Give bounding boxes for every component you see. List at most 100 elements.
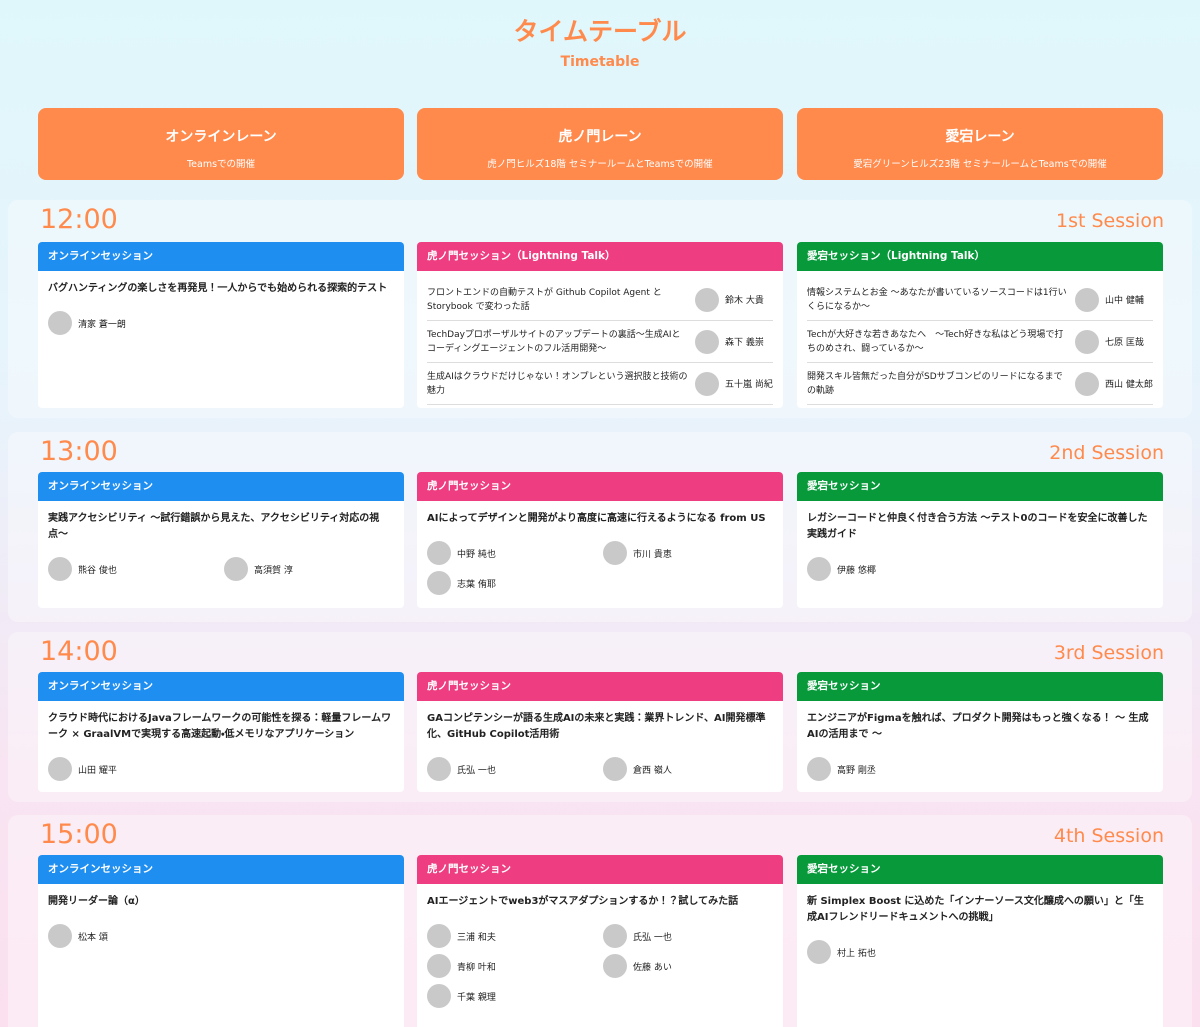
speaker-list: 三浦 和夫 氏弘 一也青柳 叶和 佐藤 あい千葉 親理: [417, 910, 783, 1008]
speaker: 三浦 和夫: [427, 924, 603, 948]
speaker: 七原 匡哉: [1075, 329, 1144, 354]
speaker-name: 七原 匡哉: [1105, 338, 1144, 348]
speaker: 伊藤 悠椰: [807, 557, 983, 581]
card-header: オンラインセッション: [38, 472, 404, 501]
session-card: オンラインセッション 開発リーダー論（α） 松本 頌: [38, 855, 404, 1027]
lane-name: オンラインレーン: [165, 129, 277, 145]
session-card: 愛宕セッション新 Simplex Boost に込めた「インナーソース文化醸成へ…: [797, 855, 1163, 1027]
avatar: [1075, 287, 1099, 312]
speaker: 氏弘 一也: [603, 924, 779, 948]
speaker: 倉西 嶺人: [603, 757, 779, 781]
speaker: 市川 貴恵: [603, 541, 779, 565]
speaker: 村上 拓也: [807, 940, 983, 964]
speaker-list: 伊藤 悠椰: [797, 543, 1163, 581]
speaker: 松本 頌: [48, 924, 224, 948]
talk-row: フロントエンドの自動テストが Github Copilot Agent と St…: [427, 279, 773, 321]
speaker: 佐藤 あい: [603, 954, 779, 978]
talk-title: 開発リーダー論（α）: [48, 896, 145, 907]
talk-title: レガシーコードと仲良く付き合う方法 〜テスト0のコードを安全に改善した実践ガイド: [807, 513, 1148, 540]
speaker-name: 村上 拓也: [837, 948, 876, 959]
card-header: 虎ノ門セッション: [417, 855, 783, 884]
session-card: オンラインセッション バグハンティングの楽しさを再発見！一人からでも始められる探索…: [38, 242, 404, 408]
avatar: [427, 924, 451, 948]
speaker-list: 中野 純也 市川 貴恵 志葉 侑耶: [417, 527, 783, 595]
avatar: [603, 757, 627, 781]
avatar: [603, 924, 627, 948]
card-header: オンラインセッション: [38, 242, 404, 271]
card-header: 虎ノ門セッション: [417, 472, 783, 501]
speaker-name: 伊藤 悠椰: [837, 565, 876, 576]
speaker-name: 千葉 親理: [457, 992, 496, 1003]
page-title: タイムテーブル: [513, 17, 687, 46]
speaker-name: 山田 耀平: [78, 765, 117, 776]
card-header: 愛宕セッション: [797, 672, 1163, 701]
speaker-list: 清家 蒼一朗: [38, 297, 404, 335]
avatar: [48, 311, 72, 335]
session-card: 虎ノ門セッション GAコンピテンシーが語る生成AIの未来と実践：業界トレンド、AI…: [417, 672, 783, 792]
lane-name: 愛宕レーン: [945, 129, 1015, 145]
session-card: 虎ノ門セッション AIエージェントでweb3がマスアダプションするか！？試してみた…: [417, 855, 783, 1027]
speaker: 青柳 叶和: [427, 954, 603, 978]
speaker-name: 三浦 和夫: [457, 932, 496, 943]
speaker-name: 熊谷 俊也: [78, 565, 117, 576]
avatar: [224, 557, 248, 581]
card-header: 愛宕セッション: [797, 855, 1163, 884]
avatar: [427, 571, 451, 595]
session-time: 13:00: [40, 436, 118, 467]
avatar: [695, 329, 719, 354]
speaker: 五十嵐 尚紀: [695, 371, 773, 396]
talk-title: 情報システムとお金 〜あなたが書いているソースコードは1行いくらになるか〜: [807, 287, 1067, 312]
card-header: 愛宕セッション: [797, 472, 1163, 501]
session-card: 虎ノ門セッション（Lightning Talk） フロントエンドの自動テストが G…: [417, 242, 783, 408]
speaker-list: 村上 拓也: [797, 926, 1163, 964]
avatar: [1075, 371, 1099, 396]
avatar: [48, 557, 72, 581]
avatar: [427, 984, 451, 1008]
session-card: オンラインセッション実践アクセシビリティ 〜試行錯誤から見えた、アクセシビリティ…: [38, 472, 404, 608]
speaker-name: 西山 健太郎: [1105, 380, 1153, 390]
talk-title: TechDayプロポーザルサイトのアップデートの裏話〜生成AIとコーディングエー…: [427, 329, 681, 354]
spacer: [417, 271, 783, 279]
talk-title: AIエージェントでweb3がマスアダプションするか！？試してみた話: [427, 896, 739, 907]
talk-title: クラウド時代におけるJavaフレームワークの可能性を探る：軽量フレームワーク ×…: [48, 713, 392, 740]
session-card: 虎ノ門セッション AIによってデザインと開発がより高度に高速に行えるようになる f…: [417, 472, 783, 608]
speaker-name: 倉西 嶺人: [633, 765, 672, 776]
session-card: 愛宕セッション（Lightning Talk） 情報システムとお金 〜あなたが書い…: [797, 242, 1163, 408]
speaker: 清家 蒼一朗: [48, 311, 224, 335]
avatar: [48, 924, 72, 948]
speaker-list: 熊谷 俊也 高須賀 淳: [38, 543, 404, 581]
lane-desc: 愛宕グリーンヒルズ23階 セミナールームとTeamsでの開催: [853, 159, 1107, 170]
speaker: 西山 健太郎: [1075, 371, 1153, 396]
speaker-name: 高野 剛丞: [837, 765, 876, 776]
lane-header: 虎ノ門レーン 虎ノ門ヒルズ18階 セミナールームとTeamsでの開催: [417, 108, 783, 180]
speaker-list: 松本 頌: [38, 910, 404, 948]
session-time: 14:00: [40, 636, 118, 667]
talk-row: 生成AIはクラウドだけじゃない！オンプレという選択肢と技術の魅力 五十嵐 尚紀: [427, 363, 773, 405]
speaker: 森下 義崇: [695, 329, 764, 354]
talk-title: GAコンピテンシーが語る生成AIの未来と実践：業界トレンド、AI開発標準化、Gi…: [427, 713, 766, 740]
talk-title: 生成AIはクラウドだけじゃない！オンプレという選択肢と技術の魅力: [427, 371, 688, 396]
speaker: 山田 耀平: [48, 757, 224, 781]
spacer: [797, 271, 1163, 279]
talk-row: 開発スキル皆無だった自分がSDサブコンピのリードになるまでの軌跡 西山 健太郎: [807, 363, 1153, 405]
talk-row: 情報システムとお金 〜あなたが書いているソースコードは1行いくらになるか〜 山中 …: [807, 279, 1153, 321]
speaker-name: 氏弘 一也: [633, 932, 672, 943]
lane-desc: Teamsでの開催: [186, 159, 256, 170]
speaker: 中野 純也: [427, 541, 603, 565]
session-time: 12:00: [40, 204, 118, 235]
talk-title: 実践アクセシビリティ 〜試行錯誤から見えた、アクセシビリティ対応の視点〜: [48, 513, 380, 540]
session-label: 1st Session: [1056, 210, 1164, 232]
lane-header: 愛宕レーン愛宕グリーンヒルズ23階 セミナールームとTeamsでの開催: [797, 108, 1163, 180]
speaker: 高須賀 淳: [224, 557, 400, 581]
speaker-list: 高野 剛丞: [797, 743, 1163, 781]
speaker: 氏弘 一也: [427, 757, 603, 781]
speaker-name: 市川 貴恵: [633, 549, 672, 560]
lane-header: オンラインレーン Teamsでの開催: [38, 108, 404, 180]
talk-row: TechDayプロポーザルサイトのアップデートの裏話〜生成AIとコーディングエー…: [427, 321, 773, 363]
card-header: 虎ノ門セッション（Lightning Talk）: [417, 242, 783, 271]
speaker: 鈴木 大貴: [695, 287, 764, 312]
avatar: [695, 287, 719, 312]
avatar: [603, 954, 627, 978]
avatar: [427, 541, 451, 565]
